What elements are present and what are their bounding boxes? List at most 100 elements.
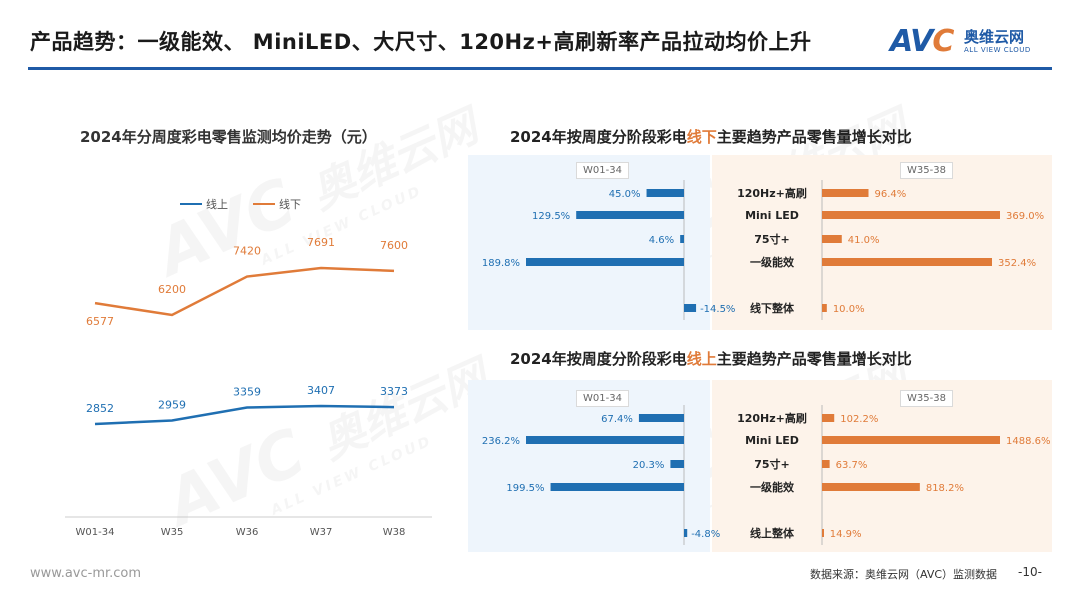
bar-label-w01-34: 20.3% [633,460,665,471]
offline-panel-title: 2024年按周度分阶段彩电线下主要趋势产品零售量增长对比 [510,126,912,147]
legend-online-label: 线上 [206,198,228,211]
x-tick-label: W36 [236,527,259,538]
logo-cn: 奥维云网 [964,28,1025,46]
bar-label-w35-38: 10.0% [833,304,865,315]
bar-w01-34 [684,529,688,537]
logo-mark: AVC [890,24,954,59]
bar-w01-34 [638,414,684,422]
bar-label-w01-34: 236.2% [482,436,520,447]
bar-label-w35-38: 369.0% [1006,211,1044,222]
category-label: 75寸+ [754,232,790,246]
offline-growth-bar-chart: 45.0% 129.5% 4.6% 189.8% -14.5% 96.4% 369.0% 41… [482,180,1044,320]
category-label: Mini LED [745,209,799,222]
bar-w01-34 [670,460,684,468]
x-tick-label: W37 [310,527,333,538]
offline-left-panel [468,155,710,330]
header-divider [28,67,1052,70]
online-data-label: 3373 [380,385,408,398]
bar-w35-38 [822,529,824,537]
offline-right-tag: W35-38 [900,162,953,179]
offline-data-label: 7691 [307,236,335,249]
bar-w35-38 [822,436,1000,444]
legend-offline-label: 线下 [279,198,301,211]
online-series-line [94,404,395,426]
online-left-tag: W01-34 [576,390,629,407]
category-label: 120Hz+高刷 [737,411,807,425]
offline-data-label: 6200 [158,283,186,296]
bar-w35-38 [822,189,869,197]
category-label: 一级能效 [750,480,795,494]
bar-label-w35-38: 14.9% [830,529,862,540]
bar-w35-38 [822,235,842,243]
offline-data-label: 7420 [233,245,261,258]
bar-w01-34 [550,483,684,491]
page-title: 产品趋势：一级能效、 MiniLED、大尺寸、120Hz+高刷新率产品拉动均价上… [30,30,812,54]
bar-label-w01-34: 199.5% [506,483,544,494]
line-chart-legend: 线上 线下 [180,196,301,212]
footer-source: 数据来源：奥维云网（AVC）监测数据 [810,568,998,581]
category-label: Mini LED [745,434,799,447]
online-data-label: 3359 [233,386,261,399]
bar-label-w35-38: 352.4% [998,258,1036,269]
bar-w01-34 [526,436,684,444]
line-chart-title: 2024年分周度彩电零售监测均价走势（元） [80,128,377,146]
online-title-pre: 2024年按周度分阶段彩电 [510,350,687,368]
bar-w35-38 [822,304,827,312]
bar-label-w01-34: -4.8% [691,529,720,540]
offline-right-panel [712,155,1052,330]
bar-label-w01-34: 129.5% [532,211,570,222]
bar-label-w01-34: 4.6% [649,235,674,246]
offline-title-highlight: 线下 [686,128,717,146]
category-label: 75寸+ [754,457,790,471]
online-data-label: 2852 [86,402,114,415]
bar-w35-38 [822,460,830,468]
bar-label-w35-38: 1488.6% [1006,436,1051,447]
category-label: 120Hz+高刷 [737,186,807,200]
x-tick-label: W01-34 [76,527,115,538]
offline-left-tag: W01-34 [576,162,629,179]
bar-w01-34 [680,235,684,243]
x-tick-label: W35 [161,527,184,538]
offline-data-label: 7600 [380,239,408,252]
category-label: 一级能效 [750,255,795,269]
bar-label-w35-38: 41.0% [848,235,880,246]
bar-label-w01-34: 67.4% [601,414,633,425]
legend-online-swatch [180,203,202,205]
online-title-highlight: 线上 [686,350,717,368]
bar-w01-34 [684,304,697,312]
bar-label-w35-38: 96.4% [875,189,907,200]
bar-label-w01-34: 189.8% [482,258,520,269]
x-tick-label: W38 [383,527,406,538]
category-label: 线上整体 [750,526,795,540]
bar-w35-38 [822,258,992,266]
avc-logo: AVC 奥维云网 ALL VIEW CLOUD [890,24,1060,60]
bar-w35-38 [822,211,1000,219]
price-line-chart: 6577 6200 7420 7691 7600 2852 2959 3359 3407 3373… [65,236,432,538]
bar-label-w01-34: 45.0% [609,189,641,200]
online-growth-bar-chart: 67.4% 236.2% 20.3% 199.5% -4.8% 102.2% 1488.6%… [482,405,1051,545]
bar-w01-34 [646,189,684,197]
online-right-panel [712,380,1052,552]
offline-series-line [94,266,395,317]
offline-title-post: 主要趋势产品零售量增长对比 [716,128,912,146]
bar-w35-38 [822,414,835,422]
online-right-tag: W35-38 [900,390,953,407]
category-label: 线下整体 [750,301,795,315]
footer-url[interactable]: www.avc-mr.com [30,566,142,581]
bar-label-w35-38: 818.2% [926,483,964,494]
bar-label-w01-34: -14.5% [700,304,735,315]
offline-data-label: 6577 [86,315,114,328]
online-data-label: 2959 [158,399,186,412]
bar-w01-34 [576,211,684,219]
online-data-label: 3407 [307,384,335,397]
legend-offline-swatch [253,203,275,205]
online-panel-title: 2024年按周度分阶段彩电线上主要趋势产品零售量增长对比 [510,348,912,369]
offline-title-pre: 2024年按周度分阶段彩电 [510,128,687,146]
online-left-panel [468,380,710,552]
bar-w01-34 [526,258,684,266]
logo-en: ALL VIEW CLOUD [964,46,1031,54]
bar-label-w35-38: 102.2% [840,414,878,425]
page-number: -10- [1018,565,1042,579]
bar-label-w35-38: 63.7% [836,460,868,471]
bar-w35-38 [822,483,920,491]
